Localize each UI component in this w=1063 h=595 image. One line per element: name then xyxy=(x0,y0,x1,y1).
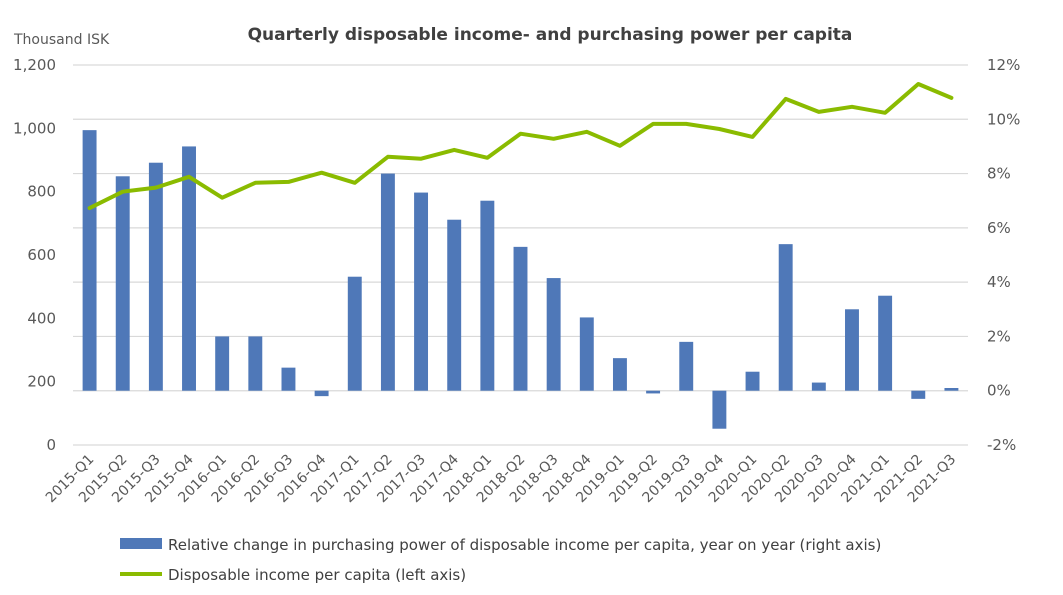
bar xyxy=(778,244,793,391)
left-tick-label: 200 xyxy=(27,373,56,391)
left-axis-label: Thousand ISK xyxy=(13,32,110,48)
bar xyxy=(414,192,429,391)
income-line xyxy=(87,82,954,211)
bar xyxy=(82,130,97,391)
right-tick-label: 10% xyxy=(987,110,1020,128)
legend: Relative change in purchasing power of d… xyxy=(120,536,881,584)
legend-swatch-bar xyxy=(120,538,162,549)
right-tick-label: -2% xyxy=(987,436,1016,454)
bar xyxy=(281,367,296,391)
right-tick-label: 2% xyxy=(987,327,1011,345)
bar xyxy=(480,200,495,391)
bar xyxy=(447,219,462,391)
bar xyxy=(248,336,263,391)
right-tick-label: 6% xyxy=(987,219,1011,237)
bar xyxy=(546,278,561,391)
left-tick-label: 1,200 xyxy=(13,56,56,74)
bar xyxy=(148,162,163,391)
bar xyxy=(679,341,694,391)
bar xyxy=(579,317,594,391)
bar xyxy=(182,146,196,391)
right-tick-label: 8% xyxy=(987,165,1011,183)
bar xyxy=(878,295,893,391)
bar xyxy=(513,246,528,391)
legend-label-line: Disposable income per capita (left axis) xyxy=(168,566,466,584)
left-tick-label: 1,000 xyxy=(13,119,56,137)
bar xyxy=(347,276,362,391)
right-tick-label: 4% xyxy=(987,273,1011,291)
left-tick-label: 800 xyxy=(27,183,56,201)
bar xyxy=(845,309,859,391)
legend-label-bar: Relative change in purchasing power of d… xyxy=(168,536,881,554)
bar xyxy=(811,382,826,391)
bar xyxy=(745,371,760,391)
bar xyxy=(646,390,661,394)
chart-title: Quarterly disposable income- and purchas… xyxy=(248,25,853,45)
bar xyxy=(314,390,329,397)
left-tick-label: 0 xyxy=(46,436,56,454)
bar xyxy=(612,358,627,391)
bar xyxy=(115,176,130,391)
right-tick-label: 0% xyxy=(987,382,1011,400)
bar xyxy=(944,388,959,391)
bar xyxy=(712,390,727,429)
bar xyxy=(911,390,926,399)
bar xyxy=(380,173,395,391)
right-tick-label: 12% xyxy=(987,56,1020,74)
left-tick-label: 600 xyxy=(27,246,56,264)
bar xyxy=(215,336,230,391)
left-tick-label: 400 xyxy=(27,309,56,327)
